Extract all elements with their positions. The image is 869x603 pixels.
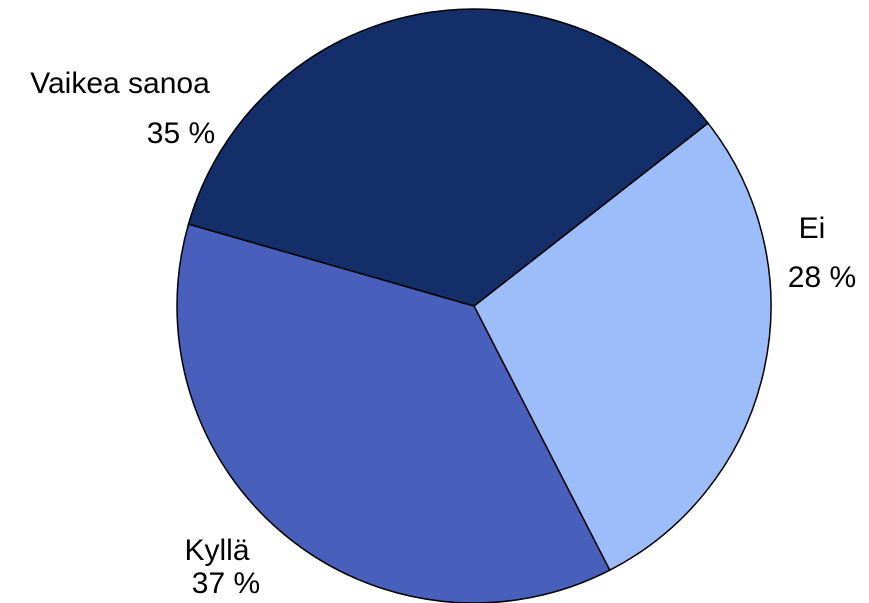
pie-slice-kylla — [176, 223, 611, 603]
slice-label-kylla: Kyllä — [184, 534, 249, 567]
slice-label-ei: Ei — [799, 212, 826, 245]
pie-slice-ei — [473, 122, 772, 572]
pie-slices — [176, 8, 772, 603]
slice-value-label-vaikea-sanoa: 35 % — [147, 117, 215, 150]
slice-value-label-kylla: 37 % — [192, 567, 260, 600]
slice-value-label-ei: 28 % — [788, 261, 856, 294]
slice-label-vaikea-sanoa: Vaikea sanoa — [30, 67, 210, 100]
pie-slice-vaikea-sanoa — [187, 8, 710, 307]
